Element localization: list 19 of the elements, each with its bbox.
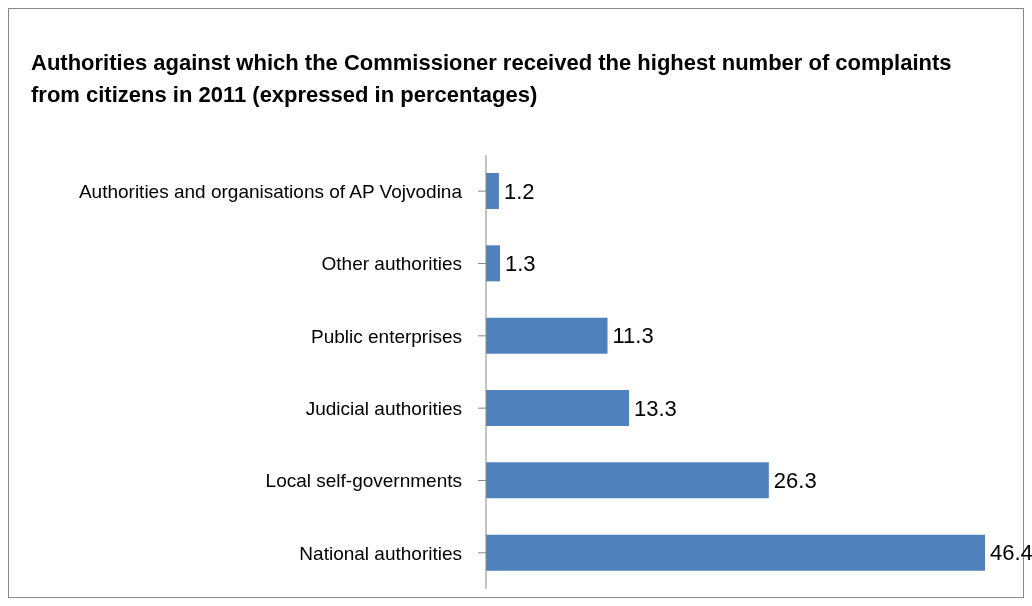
chart-title: Authorities against which the Commissioner received the highest number of complaints from citizens in 2011 (expressed in percentages) [31, 49, 953, 109]
y-tick-label: Judicial authorities [305, 397, 462, 419]
data-label: 26.3 [773, 468, 817, 494]
data-label: 46.4 [990, 540, 1032, 566]
bar [486, 534, 985, 571]
data-label: 11.3 [612, 323, 654, 349]
bar [486, 245, 500, 282]
bar [486, 390, 630, 426]
y-tick-label: Public enterprises [310, 325, 462, 347]
data-label: 13.3 [634, 395, 677, 421]
y-tick-label: National authorities [299, 542, 462, 564]
y-tick-label: Authorities and organisations of AP Vojvodina [78, 180, 463, 202]
bar [486, 317, 608, 354]
y-tick-label: Other authorities [321, 253, 462, 275]
data-label: 1.2 [503, 178, 535, 204]
y-tick-label: Local self-governments [265, 470, 462, 492]
bar [486, 462, 769, 499]
bar [486, 173, 499, 209]
data-label: 1.3 [504, 251, 536, 277]
